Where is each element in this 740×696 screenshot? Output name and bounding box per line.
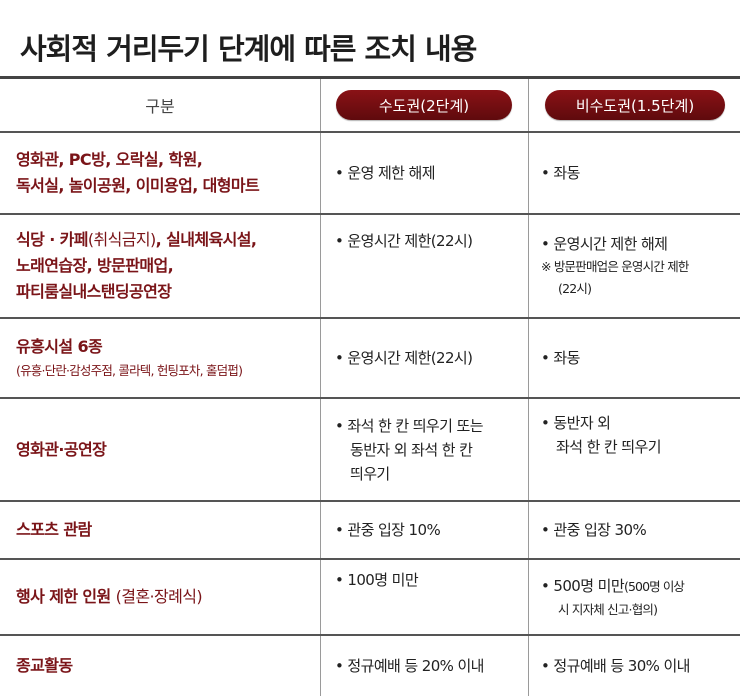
metro-text: • 100명 미만 — [335, 571, 419, 589]
nonmetro-text: • 운영시간 제한 해제 — [541, 235, 668, 253]
category-line: 파티룸실내스탠딩공연장 — [16, 282, 172, 301]
metro-text: • 관중 입장 10% — [335, 521, 441, 539]
table-row: 행사 제한 인원 (결혼·장례식) • 100명 미만 • 500명 미만(50… — [0, 558, 740, 634]
nonmetro-measure: • 정규예배 등 30% 이내 — [529, 636, 740, 696]
table-row: 종교활동 • 정규예배 등 20% 이내 • 정규예배 등 30% 이내 — [0, 634, 740, 696]
nonmetro-qualifier: (500명 이상 — [624, 578, 685, 594]
header-gubun: 구분 — [145, 97, 175, 116]
table-row: 유흥시설 6종 (유흥·단란·감성주점, 콜라텍, 헌팅포차, 홀덤펍) • 운… — [0, 317, 740, 397]
nonmetro-text: • 관중 입장 30% — [541, 521, 647, 539]
table-row: 식당 · 카페(취식금지), 실내체육시설, 노래연습장, 방문판매업, 파티룸… — [0, 213, 740, 317]
page-title: 사회적 거리두기 단계에 따른 조치 내용 — [20, 32, 477, 66]
nonmetro-measure: • 운영시간 제한 해제 ※ 방문판매업은 운영시간 제한 (22시) — [529, 215, 740, 317]
table-header: 구분 수도권(2단계) 비수도권(1.5단계) — [0, 79, 740, 131]
nonmetro-measure: • 좌동 — [529, 133, 740, 213]
category-text: 행사 제한 인원 — [16, 587, 116, 606]
category-line: 식당 · 카페(취식금지), 실내체육시설, — [16, 227, 320, 253]
row-category: 식당 · 카페(취식금지), 실내체육시설, 노래연습장, 방문판매업, 파티룸… — [0, 215, 320, 317]
nonmetro-text: • 500명 미만(500명 이상 — [541, 574, 740, 599]
nonmetro-measure: • 관중 입장 30% — [529, 502, 740, 558]
category-line: 종교활동 — [16, 656, 73, 675]
metro-text: 동반자 외 좌석 한 칸 — [350, 440, 473, 459]
metro-text: • 운영시간 제한(22시) — [335, 349, 473, 367]
nonmetro-text: • 좌동 — [541, 164, 580, 182]
metro-measure: • 관중 입장 10% — [321, 502, 528, 558]
nonmetro-note: 시 지자체 신고·협의) — [558, 601, 658, 617]
table-row: 영화관, PC방, 오락실, 학원, 독서실, 놀이공원, 이미용업, 대형마트… — [0, 131, 740, 213]
metro-text: • 정규예배 등 20% 이내 — [335, 657, 484, 675]
nonmetro-measure: • 좌동 — [529, 319, 740, 397]
metro-text: • 좌석 한 칸 띄우기 또는 — [335, 416, 483, 435]
nonmetro-text: • 좌동 — [541, 349, 580, 367]
nonmetro-measure: • 500명 미만(500명 이상 시 지자체 신고·협의) — [529, 560, 740, 634]
nonmetro-note: ※ 방문판매업은 운영시간 제한 — [541, 259, 689, 274]
metro-text: 띄우기 — [350, 464, 390, 483]
column-divider — [320, 79, 321, 696]
category-qualifier: (취식금지) — [87, 230, 156, 249]
category-qualifier: (결혼·장례식) — [115, 587, 203, 606]
row-category: 행사 제한 인원 (결혼·장례식) — [0, 560, 320, 634]
metro-text: • 운영시간 제한(22시) — [335, 232, 473, 250]
category-note: (유흥·단란·감성주점, 콜라텍, 헌팅포차, 홀덤펍) — [16, 363, 243, 378]
metro-measure: • 운영시간 제한(22시) — [321, 319, 528, 397]
category-line: 영화관, PC방, 오락실, 학원, — [16, 150, 203, 169]
metro-measure: • 운영 제한 해제 — [321, 133, 528, 213]
column-divider — [528, 79, 529, 696]
metro-measure: • 정규예배 등 20% 이내 — [321, 636, 528, 696]
category-text: , 실내체육시설, — [155, 230, 257, 249]
row-category: 유흥시설 6종 (유흥·단란·감성주점, 콜라텍, 헌팅포차, 홀덤펍) — [0, 319, 320, 397]
nonmetro-text: 좌석 한 칸 띄우기 — [556, 438, 662, 456]
header-metro-badge: 수도권(2단계) — [336, 90, 512, 120]
nonmetro-note: (22시) — [558, 281, 592, 296]
category-line: 영화관·공연장 — [16, 439, 107, 459]
nonmetro-text: • 정규예배 등 30% 이내 — [541, 657, 690, 675]
category-line: 노래연습장, 방문판매업, — [16, 256, 174, 275]
table-row: 스포츠 관람 • 관중 입장 10% • 관중 입장 30% — [0, 500, 740, 558]
metro-text: • 운영 제한 해제 — [335, 164, 436, 182]
header-nonmetro-badge: 비수도권(1.5단계) — [545, 90, 725, 120]
category-line: 스포츠 관람 — [16, 520, 92, 539]
category-line: 독서실, 놀이공원, 이미용업, 대형마트 — [16, 176, 260, 195]
nonmetro-main: • 500명 미만 — [541, 576, 625, 595]
metro-measure: • 좌석 한 칸 띄우기 또는 동반자 외 좌석 한 칸 띄우기 — [321, 399, 528, 500]
nonmetro-measure: • 동반자 외 좌석 한 칸 띄우기 — [529, 399, 740, 500]
row-category: 종교활동 — [0, 636, 320, 696]
table-row: 영화관·공연장 • 좌석 한 칸 띄우기 또는 동반자 외 좌석 한 칸 띄우기… — [0, 397, 740, 500]
row-category: 영화관·공연장 — [0, 399, 320, 500]
title-divider — [0, 76, 740, 79]
metro-measure: • 100명 미만 — [321, 560, 528, 634]
metro-measure: • 운영시간 제한(22시) — [321, 215, 528, 317]
category-line: 유흥시설 6종 — [16, 337, 103, 356]
category-line: 행사 제한 인원 (결혼·장례식) — [16, 584, 320, 610]
category-text: 식당 · 카페 — [16, 230, 89, 249]
row-category: 영화관, PC방, 오락실, 학원, 독서실, 놀이공원, 이미용업, 대형마트 — [0, 133, 320, 213]
row-category: 스포츠 관람 — [0, 502, 320, 558]
nonmetro-text: • 동반자 외 — [541, 414, 611, 432]
